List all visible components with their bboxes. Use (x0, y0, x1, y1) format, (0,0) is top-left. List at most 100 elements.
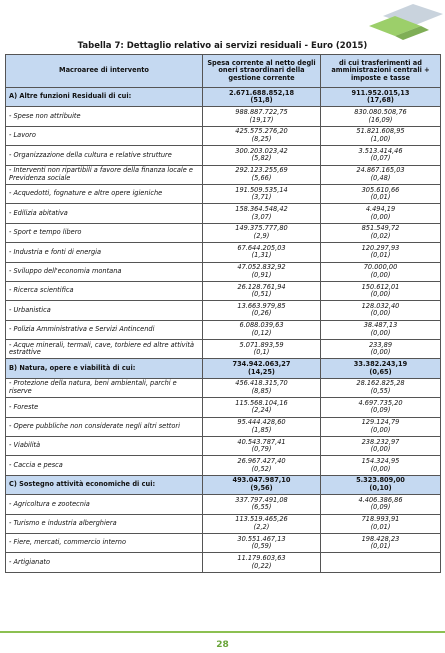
row-label: - Organizzazione della cultura e relativ… (5, 145, 203, 166)
percentage: (14,25) (248, 367, 275, 376)
row-label: - Turismo e industria alberghiera (5, 513, 203, 534)
amount: 47.052.832,92 (237, 263, 286, 272)
amount: 988.887.722,75 (235, 107, 288, 116)
row-label: - Opere pubbliche non considerate negli … (5, 416, 203, 438)
table-row: - Fiere, mercati, commercio interno 30.55… (5, 532, 441, 554)
value-cell: 11.179.603,63 (0,22) (202, 552, 321, 573)
value-cell: 3.513.414,46 (0,07) (320, 145, 441, 166)
table-row: - Acque minerali, termali, cave, torbier… (5, 339, 441, 360)
percentage: (0,1) (253, 348, 270, 357)
value-cell: 47.052.832,92 (0,91) (202, 261, 321, 282)
value-cell: 305.610,66 (0,01) (320, 183, 441, 205)
amount: 51.821.608,95 (356, 127, 405, 136)
table-row: - Foreste 115.568.104,16 (2,24) 4.697.735,2… (5, 397, 441, 418)
percentage: (0,00) (370, 270, 391, 279)
value-cell: 13.663.979,85 (0,26) (202, 300, 321, 321)
percentage: (0,00) (370, 348, 391, 357)
value-cell: 830.080.508,76 (16,09) (320, 106, 441, 127)
percentage: (0,52) (251, 464, 272, 473)
value-cell: 26.967.427,40 (0,52) (202, 455, 321, 476)
percentage: (0,59) (251, 542, 272, 551)
amount: 67.644.205,03 (237, 243, 286, 252)
table-row: - Turismo e industria alberghiera 113.519… (5, 513, 441, 534)
table-row: - Industria e fonti di energia 67.644.205… (5, 242, 441, 263)
value-cell: 4.697.735,20 (0,09) (320, 397, 441, 418)
table-row: - Protezione della natura, beni ambienta… (5, 377, 441, 399)
value-cell: 30.551.467,13 (0,59) (202, 532, 321, 554)
value-cell: 5.071.893,59 (0,1) (202, 339, 321, 360)
row-label: - Spese non attribuite (5, 106, 203, 127)
footer-rule (0, 631, 445, 633)
value-cell: 292.123.255,69 (5,66) (202, 164, 321, 185)
table-row: - Opere pubbliche non considerate negli … (5, 416, 441, 438)
value-cell: 67.644.205,03 (1,31) (202, 242, 321, 263)
percentage: (2,24) (251, 406, 272, 415)
logo (369, 4, 443, 40)
row-label: - Acque minerali, termali, cave, torbier… (5, 339, 203, 360)
percentage: (17,68) (367, 96, 394, 105)
table-row: - Polizia Amministrativa e Servizi Antin… (5, 319, 441, 341)
value-cell: 38.487,13 (0,00) (320, 319, 441, 341)
percentage: (1,85) (251, 425, 272, 434)
row-label: - Agricoltura e zootecnia (5, 494, 203, 515)
percentage: (0,00) (370, 445, 391, 454)
percentage: (0,01) (370, 193, 391, 202)
percentage: (0,01) (370, 542, 391, 551)
amount: 158.364.548,42 (235, 204, 288, 213)
percentage: (6,55) (251, 503, 272, 512)
amount: 851.549,72 (361, 224, 400, 233)
percentage: (2,2) (253, 522, 270, 531)
header-row: Macroaree di intervento Spesa corrente a… (5, 54, 441, 88)
percentage: (0,07) (370, 154, 391, 163)
logo-shape (395, 26, 429, 40)
row-label: A) Altre funzioni Residuali di cui: (5, 86, 203, 108)
row-label: B) Natura, opere e viabilità di cui: (5, 358, 203, 379)
amount: 38.487,13 (363, 321, 398, 330)
percentage: (0,00) (370, 464, 391, 473)
row-label: - Caccia e pesca (5, 455, 203, 476)
table-row: - Caccia e pesca 26.967.427,40 (0,52) 154.3… (5, 455, 441, 476)
table-row: - Sport e tempo libero 149.375.777,80 (2,9… (5, 222, 441, 244)
section-row: C) Sostegno attività economiche di cui: 4… (5, 474, 441, 496)
percentage: (0,55) (370, 387, 391, 396)
amount: 300.203.023,42 (235, 146, 288, 155)
percentage: (1,00) (370, 134, 391, 143)
percentage: (0,00) (370, 290, 391, 299)
percentage: (5,66) (251, 173, 272, 182)
value-cell: 300.203.023,42 (5,82) (202, 145, 321, 166)
table-row: - Sviluppo dell'economia montana 47.052.8… (5, 261, 441, 282)
amount: 11.179.603,63 (237, 553, 286, 562)
row-label: C) Sostegno attività economiche di cui: (5, 474, 203, 496)
amount: 70.000,00 (363, 263, 398, 272)
percentage: (5,82) (251, 154, 272, 163)
value-cell: 2.671.688.852,18 (51,8) (202, 86, 321, 108)
table-row: - Acquedotti, fognature e altre opere ig… (5, 183, 441, 205)
value-cell: 456.418.315,70 (8,85) (202, 377, 321, 399)
value-cell: 115.568.104,16 (2,24) (202, 397, 321, 418)
row-label: - Interventi non ripartibili a favore de… (5, 164, 203, 185)
percentage: (0,01) (370, 251, 391, 260)
table-row: - Viabilità 40.543.787,41 (0,79) 238.232,97… (5, 436, 441, 457)
value-cell: 120.297,93 (0,01) (320, 242, 441, 263)
percentage: (51,8) (250, 96, 273, 105)
amount: 456.418.315,70 (235, 379, 288, 388)
row-label: - Industria e fonti di energia (5, 242, 203, 263)
value-cell: 911.952.015,13 (17,68) (320, 86, 441, 108)
percentage: (0,09) (370, 503, 391, 512)
percentage: (0,48) (370, 173, 391, 182)
row-label: - Lavoro (5, 125, 203, 147)
amount: 13.663.979,85 (237, 301, 286, 310)
amount: 3.513.414,46 (358, 146, 403, 155)
amount: 150.612,01 (361, 282, 400, 291)
value-cell: 24.867.165,03 (0,48) (320, 164, 441, 185)
value-cell: 51.821.608,95 (1,00) (320, 125, 441, 147)
table-row: - Interventi non ripartibili a favore de… (5, 164, 441, 185)
value-cell: 129.124,79 (0,00) (320, 416, 441, 438)
percentage: (0,00) (370, 309, 391, 318)
amount: 493.047.987,10 (232, 476, 291, 485)
amount: 5.323.809,00 (356, 476, 405, 485)
row-label: - Foreste (5, 397, 203, 418)
row-label: - Polizia Amministrativa e Servizi Antin… (5, 319, 203, 341)
value-cell: 337.797.491,08 (6,55) (202, 494, 321, 515)
